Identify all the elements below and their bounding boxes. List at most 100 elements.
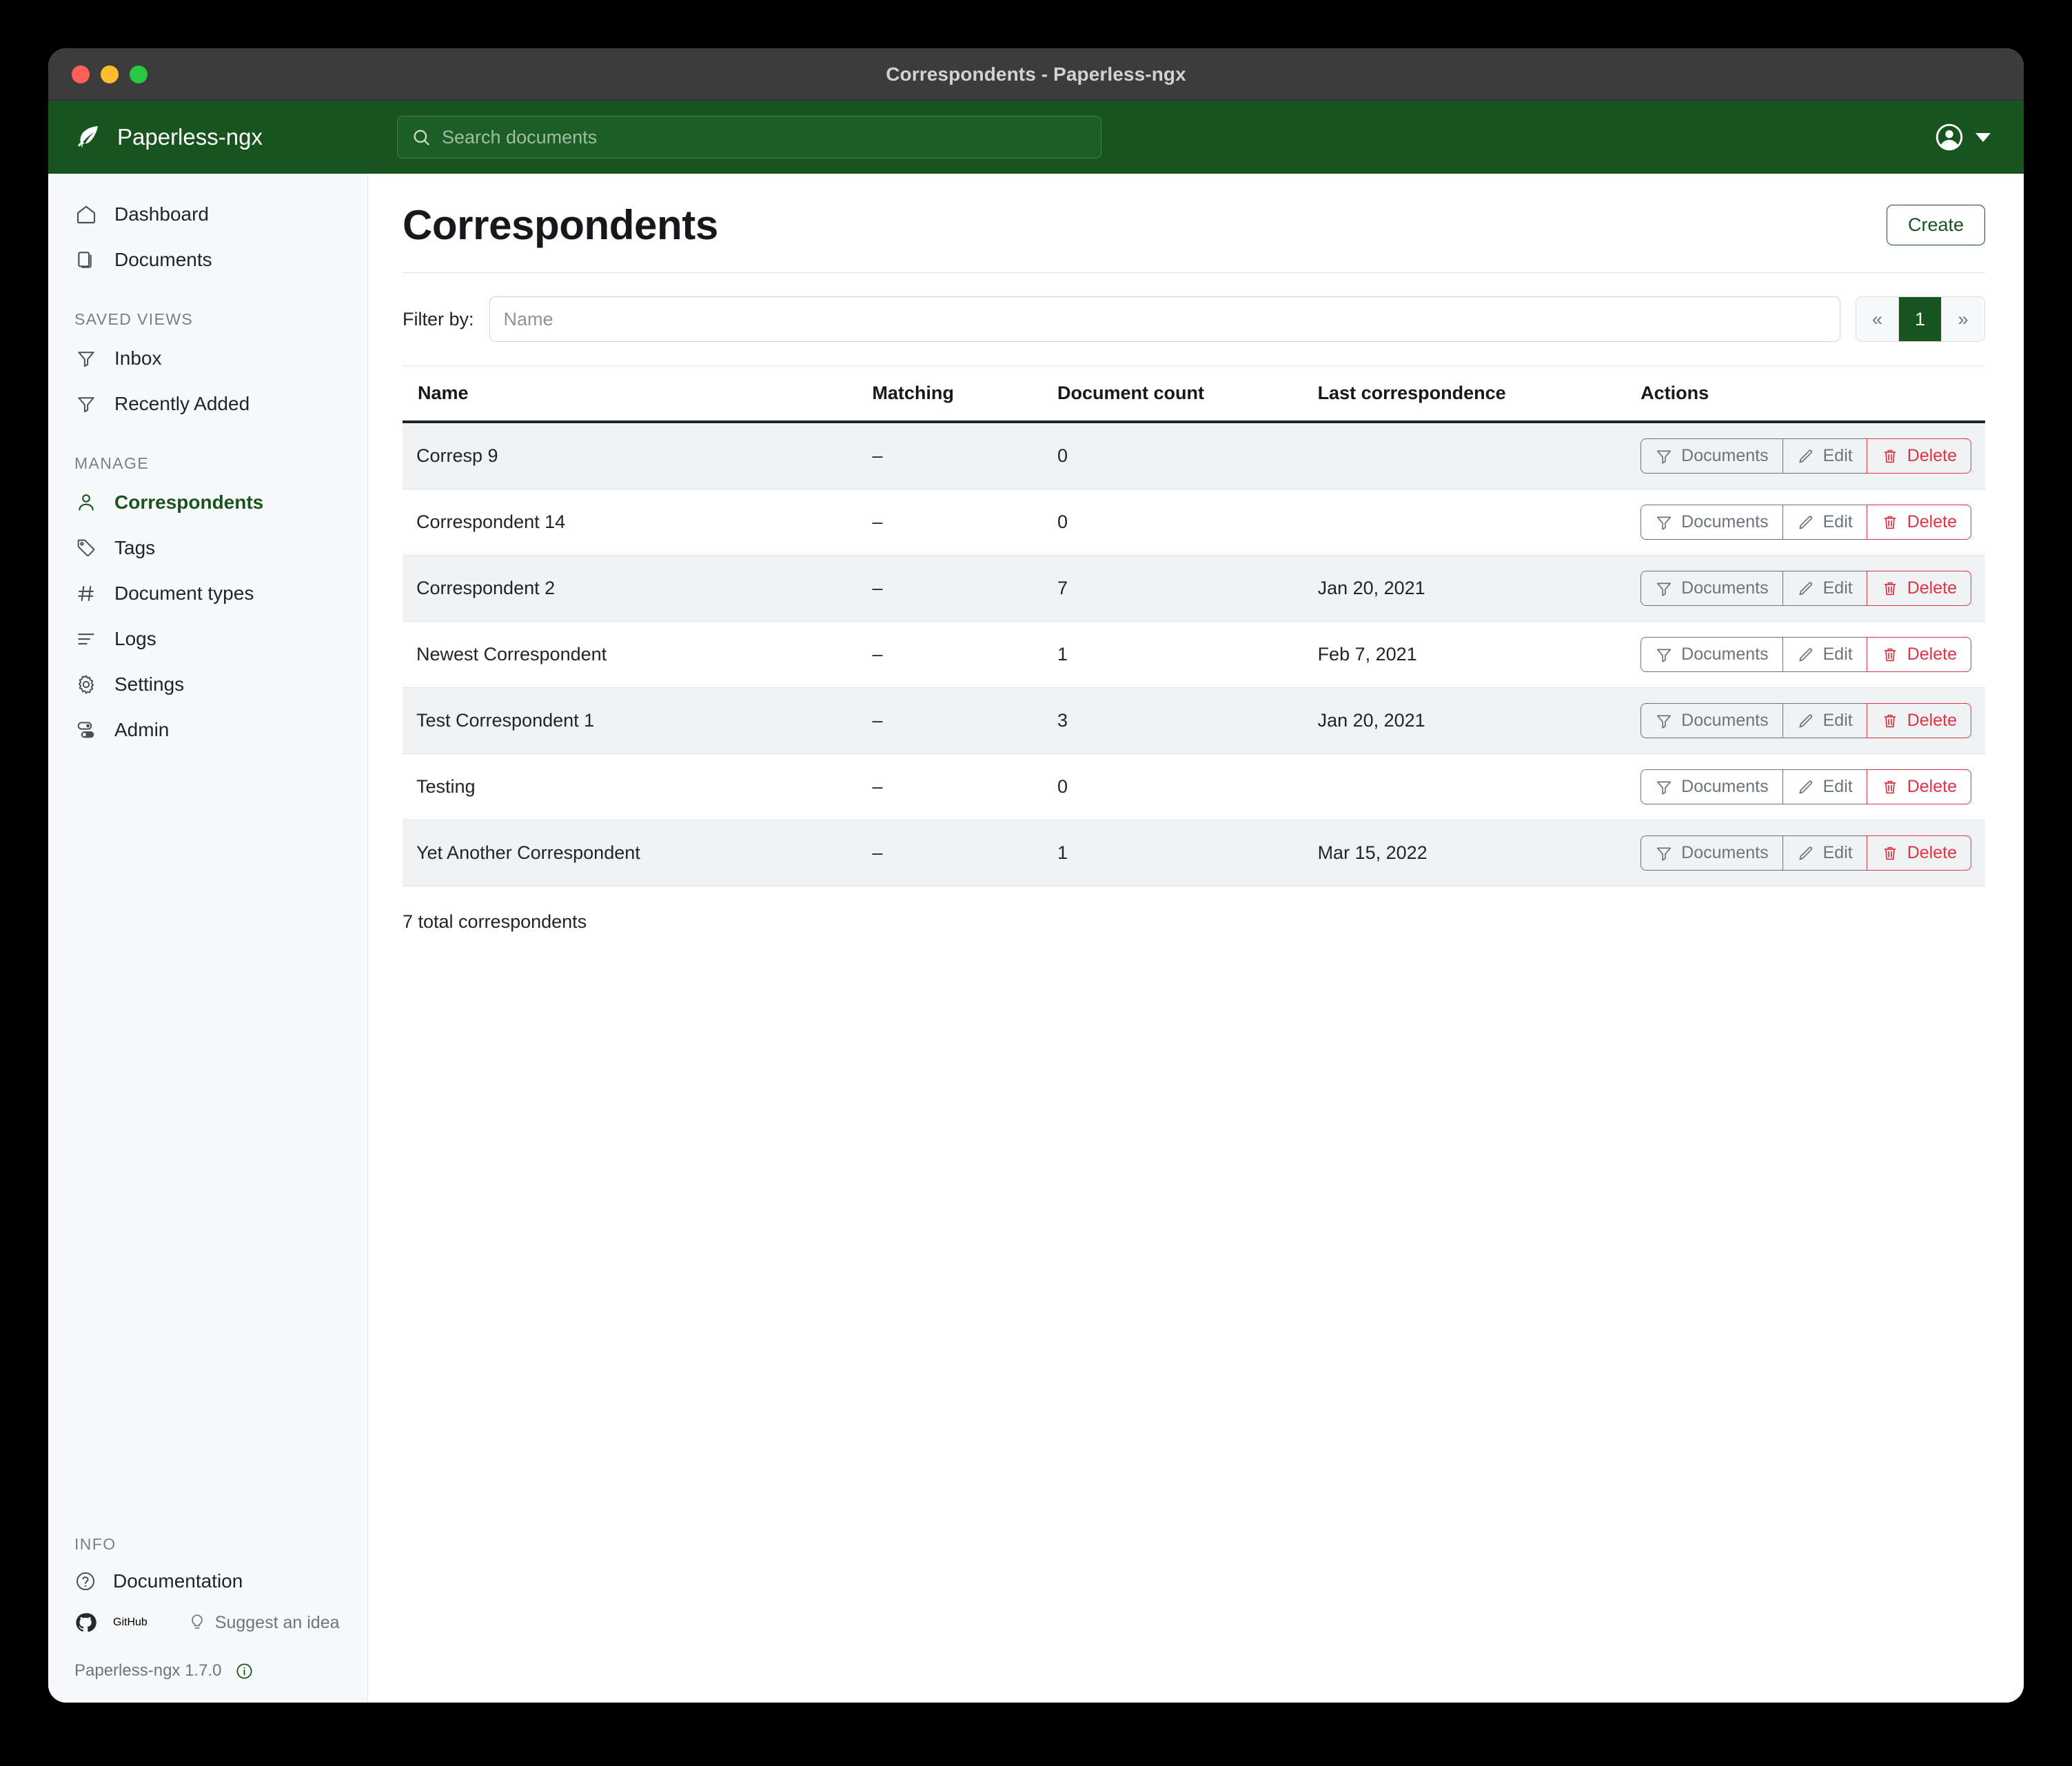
edit-button[interactable]: Edit <box>1782 571 1867 606</box>
delete-button[interactable]: Delete <box>1866 637 1971 672</box>
sidebar-info-links: GitHub Suggest an idea <box>48 1602 367 1643</box>
sidebar-item-dashboard[interactable]: Dashboard <box>48 192 367 237</box>
documents-button-label: Documents <box>1681 446 1769 465</box>
maximize-button[interactable] <box>130 65 148 83</box>
trash-icon <box>1881 646 1899 664</box>
edit-button[interactable]: Edit <box>1782 637 1867 672</box>
cell-actions: Documents Edit Delete <box>1627 753 1985 820</box>
documents-button-label: Documents <box>1681 512 1769 531</box>
delete-button-label: Delete <box>1907 645 1957 664</box>
sidebar-heading-manage: MANAGE <box>74 454 150 472</box>
pencil-icon <box>1797 712 1815 730</box>
search-input[interactable] <box>442 126 1087 148</box>
delete-button[interactable]: Delete <box>1866 438 1971 474</box>
documents-button[interactable]: Documents <box>1641 769 1782 804</box>
cell-actions: Documents Edit Delete <box>1627 621 1985 688</box>
table-row: Correspondent 14–0 Documents Edit Delete <box>403 489 1985 556</box>
home-icon <box>74 203 98 226</box>
funnel-icon <box>1655 712 1673 730</box>
documents-button-label: Documents <box>1681 777 1769 796</box>
sidebar-spacer <box>48 753 367 1508</box>
trash-icon <box>1881 580 1899 598</box>
sidebar-item-documents[interactable]: Documents <box>48 237 367 283</box>
list-icon <box>74 627 98 651</box>
edit-button[interactable]: Edit <box>1782 505 1867 540</box>
info-circle-icon[interactable] <box>235 1662 254 1681</box>
edit-button[interactable]: Edit <box>1782 769 1867 804</box>
sidebar-item-settings[interactable]: Settings <box>48 662 367 707</box>
edit-button[interactable]: Edit <box>1782 703 1867 738</box>
cell-actions: Documents Edit Delete <box>1627 687 1985 754</box>
pagination-page-1[interactable]: 1 <box>1899 297 1942 341</box>
cell-name: Testing <box>403 753 859 820</box>
sidebar-item-tags[interactable]: Tags <box>48 525 367 571</box>
pencil-icon <box>1797 844 1815 862</box>
sidebar-item-admin[interactable]: Admin <box>48 707 367 753</box>
edit-button-label: Edit <box>1822 777 1853 796</box>
funnel-icon <box>1655 580 1673 598</box>
window-controls[interactable] <box>48 65 148 83</box>
create-button[interactable]: Create <box>1886 205 1985 245</box>
cell-name: Correspondent 14 <box>403 489 859 556</box>
cell-last-correspondence: Jan 20, 2021 <box>1303 687 1627 754</box>
table-row: Newest Correspondent –1 Feb 7, 2021 Documen… <box>403 621 1985 688</box>
documents-button[interactable]: Documents <box>1641 637 1782 672</box>
trash-icon <box>1881 514 1899 531</box>
main-content: Correspondents Create Filter by: « 1 » <box>368 174 2024 1703</box>
column-header-last-correspondence[interactable]: Last correspondence <box>1303 365 1627 423</box>
column-header-document-count[interactable]: Document count <box>1044 365 1304 423</box>
chevron-down-icon <box>1975 132 1991 142</box>
column-header-matching[interactable]: Matching <box>858 365 1044 423</box>
table-row: Testing –0 Documents Edit Delete <box>403 753 1985 820</box>
minimize-button[interactable] <box>101 65 119 83</box>
sidebar-item-inbox[interactable]: Inbox <box>48 336 367 381</box>
github-icon[interactable] <box>74 1612 97 1634</box>
sidebar-item-label: Inbox <box>114 347 162 369</box>
sidebar-item-logs[interactable]: Logs <box>48 616 367 662</box>
sidebar-item-label: Documentation <box>113 1570 243 1592</box>
edit-button-label: Edit <box>1822 843 1853 862</box>
edit-button[interactable]: Edit <box>1782 835 1867 871</box>
sidebar-item-recently-added[interactable]: Recently Added <box>48 381 367 427</box>
delete-button[interactable]: Delete <box>1866 769 1971 804</box>
app-header: Paperless-ngx <box>48 101 2024 174</box>
edit-button[interactable]: Edit <box>1782 438 1867 474</box>
sidebar-item-label: Document types <box>114 582 254 604</box>
delete-button[interactable]: Delete <box>1866 703 1971 738</box>
documents-button[interactable]: Documents <box>1641 438 1782 474</box>
documents-button[interactable]: Documents <box>1641 835 1782 871</box>
trash-icon <box>1881 778 1899 796</box>
documents-button[interactable]: Documents <box>1641 703 1782 738</box>
sidebar-item-suggest-an-idea[interactable]: Suggest an idea <box>187 1613 340 1633</box>
delete-button[interactable]: Delete <box>1866 505 1971 540</box>
pagination-next[interactable]: » <box>1942 297 1984 341</box>
documents-button[interactable]: Documents <box>1641 571 1782 606</box>
table-row: Corresp 9–0 Documents Edit Delete <box>403 422 1985 489</box>
table-body: Corresp 9–0 Documents Edit Delete Correspond… <box>403 422 1985 886</box>
pencil-icon <box>1797 447 1815 465</box>
documents-button-label: Documents <box>1681 645 1769 664</box>
brand-logo-link[interactable]: Paperless-ngx <box>48 123 368 151</box>
documents-button-label: Documents <box>1681 711 1769 730</box>
delete-button[interactable]: Delete <box>1866 571 1971 606</box>
user-menu-button[interactable] <box>1934 122 1999 152</box>
sidebar-item-label-github[interactable]: GitHub <box>113 1616 148 1628</box>
cell-matching: – <box>858 753 1044 820</box>
column-header-name[interactable]: Name <box>403 365 859 423</box>
documents-button[interactable]: Documents <box>1641 505 1782 540</box>
trash-icon <box>1881 712 1899 730</box>
filter-name-input[interactable] <box>489 296 1840 342</box>
sidebar-item-label: Documents <box>114 249 212 270</box>
sidebar-item-document-types[interactable]: Document types <box>48 571 367 616</box>
cell-name: Newest Correspondent <box>403 621 859 688</box>
filter-label: Filter by: <box>403 308 474 329</box>
close-button[interactable] <box>72 65 90 83</box>
pagination-prev[interactable]: « <box>1856 297 1899 341</box>
cell-last-correspondence <box>1303 753 1627 820</box>
cell-name: Corresp 9 <box>403 422 859 489</box>
sidebar-item-documentation[interactable]: Documentation <box>48 1561 367 1602</box>
table-row: Test Correspondent 1–3 Jan 20, 2021 Docume… <box>403 687 1985 754</box>
sidebar-item-correspondents[interactable]: Correspondents <box>48 480 367 525</box>
delete-button[interactable]: Delete <box>1866 835 1971 871</box>
global-search[interactable] <box>397 116 1101 159</box>
